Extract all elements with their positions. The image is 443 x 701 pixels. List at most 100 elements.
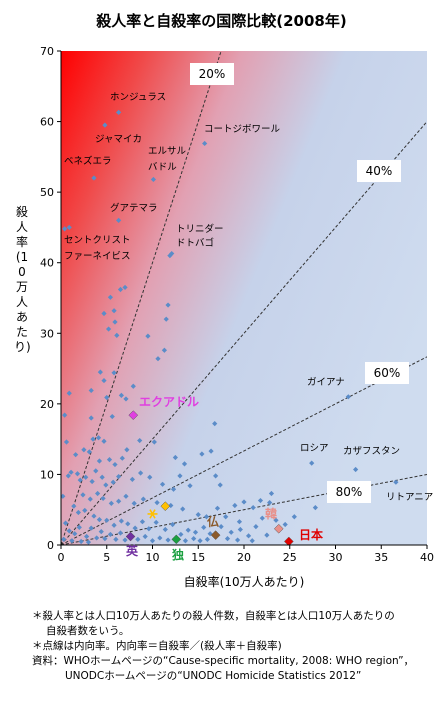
plot-area [61,51,427,545]
x-tick-label: 5 [103,551,110,564]
point-label: ジャマイカ [95,134,142,145]
data-point [393,479,399,485]
data-point [103,482,109,488]
x-tick-label: 30 [329,551,343,564]
note-line: ＊殺人率とは人口10万人あたりの殺人件数，自殺率とは人口10万人あたりの [32,610,395,622]
data-point [105,326,112,332]
point-label: ベネズエラ [64,155,112,167]
point-label: ホンジュラス [110,92,166,103]
data-point [264,532,270,538]
x-tick-label: 25 [283,551,297,564]
data-point [170,486,177,492]
data-point [97,369,103,375]
data-point [203,514,210,520]
data-point [68,469,74,475]
data-point [69,538,75,544]
point-label: 英 [126,543,139,558]
data-point [182,538,189,544]
note-line: UNODCホームページの“UNODC Homicide Statistics 2… [65,670,362,682]
data-point [195,512,201,518]
data-point [345,394,351,400]
data-point [217,482,223,488]
point-label: トリニダー [176,223,224,235]
data-point [213,473,219,479]
data-point [236,519,243,525]
data-point [138,470,144,476]
data-point [139,519,146,525]
data-point [241,499,247,505]
data-point [123,493,129,499]
data-point [66,390,72,396]
data-point [197,538,203,544]
y-tick-label: 30 [40,327,54,340]
point-label: ガイアナ [307,377,345,388]
data-point [107,531,114,538]
ratio-label-text: 80% [336,485,363,499]
ratio-label-box [327,481,371,503]
data-point [162,526,168,533]
point-label: コートジボワール [204,124,281,135]
data-point [253,524,259,530]
ratio-label-text: 60% [374,366,401,380]
data-point [112,319,118,325]
data-point [62,412,68,418]
ratio-label-box [365,362,409,384]
highlight-point [283,536,294,545]
x-tick-label: 10 [146,551,160,564]
data-point [117,286,124,293]
y-tick-label: 20 [40,398,54,411]
ratio-label: 40% [357,160,401,182]
point-label: 仏 [207,515,219,529]
data-point [312,504,318,511]
ratio-label: 20% [190,63,234,85]
ratio-line [61,356,427,545]
data-point [125,521,131,527]
data-point [76,524,82,530]
highlight-point [210,530,221,540]
data-point [100,495,106,502]
data-point [257,497,264,504]
data-point [137,437,143,444]
x-tick-label: 0 [58,551,65,564]
data-point [129,476,135,482]
point-label: ファーネイビス [64,251,131,262]
ratio-label-text: 20% [199,67,226,81]
data-point [87,496,93,502]
data-point [86,449,92,455]
data-point [78,538,84,545]
data-point [122,284,128,291]
data-point [98,528,104,535]
data-point [109,413,115,420]
ratio-line [61,51,222,545]
data-point [66,224,72,231]
data-point [224,536,231,542]
data-point [135,536,141,542]
data-point [72,531,78,537]
data-point [309,460,315,466]
x-tick-label: 15 [191,551,205,564]
data-point [185,527,191,533]
data-point [74,471,81,477]
data-point [117,530,124,536]
data-point [201,524,207,530]
highlight-point [128,410,139,421]
data-point [80,492,86,498]
data-point [142,533,148,540]
data-point [61,493,66,499]
ratio-label-text: 40% [366,164,393,178]
point-label: ロシア [300,443,329,454]
data-point [165,302,171,308]
data-point [62,226,68,232]
data-point [116,217,122,223]
data-point [192,529,199,535]
data-point [110,479,116,485]
data-point [102,122,108,128]
y-axis-label: 殺人率(10万人あたり) [14,205,31,354]
point-label: ドトバゴ [176,237,214,249]
data-point [88,525,94,531]
data-point [170,521,176,528]
data-point [111,308,117,314]
data-point [237,526,243,533]
data-point [73,452,79,458]
highlight-point [171,534,182,545]
